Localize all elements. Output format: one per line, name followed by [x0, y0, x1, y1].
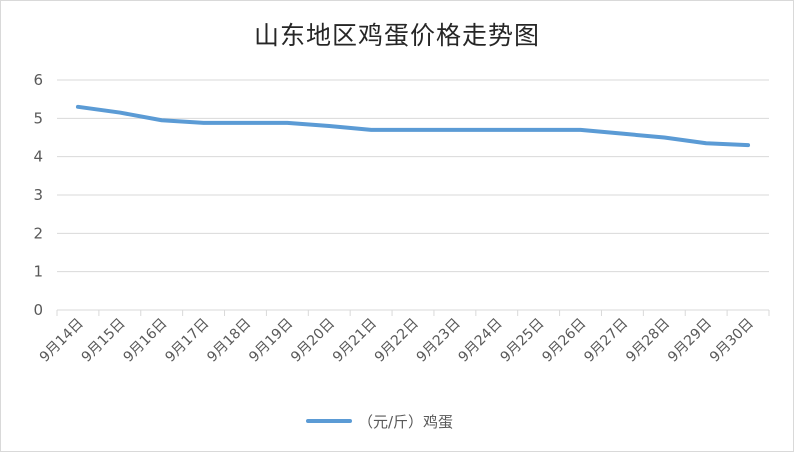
y-tick-label: 5 [33, 109, 43, 127]
chart-title: 山东地区鸡蛋价格走势图 [253, 21, 540, 50]
x-tick-label: 9月26日 [539, 316, 589, 366]
y-tick-label: 0 [33, 301, 43, 319]
y-tick-label: 3 [33, 186, 43, 204]
x-tick-label: 9月19日 [246, 316, 296, 366]
legend-label: （元/斤）鸡蛋 [358, 413, 453, 431]
x-tick-label: 9月27日 [581, 316, 631, 366]
y-tick-label: 2 [33, 224, 43, 242]
x-tick-label: 9月23日 [414, 316, 464, 366]
x-tick-label: 9月20日 [288, 316, 338, 366]
x-tick-label: 9月17日 [162, 316, 212, 366]
y-tick-label: 4 [33, 148, 43, 166]
series-line [75, 104, 751, 148]
x-tick-label: 9月29日 [665, 316, 715, 366]
x-tick-label: 9月15日 [79, 316, 129, 366]
x-tick-label: 9月21日 [330, 316, 380, 366]
x-tick-label: 9月30日 [707, 316, 757, 366]
y-tick-label: 6 [33, 71, 43, 89]
x-tick-label: 9月24日 [456, 316, 506, 366]
x-tick-label: 9月18日 [204, 316, 254, 366]
x-tick-label: 9月22日 [372, 316, 422, 366]
x-tick-label: 9月16日 [121, 316, 171, 366]
y-tick-label: 1 [33, 263, 43, 281]
x-tick-label: 9月14日 [37, 316, 87, 366]
x-tick-label: 9月25日 [497, 316, 547, 366]
x-tick-label: 9月28日 [623, 316, 673, 366]
